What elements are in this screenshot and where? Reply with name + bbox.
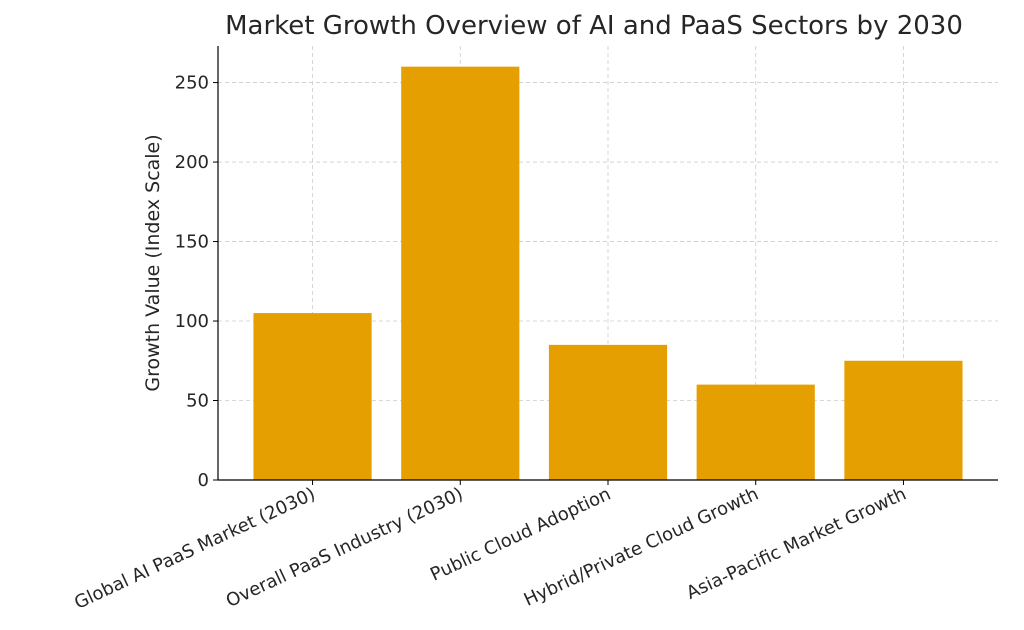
bar bbox=[548, 344, 668, 480]
y-tick-label: 250 bbox=[175, 73, 209, 94]
y-tick-label: 0 bbox=[198, 470, 209, 491]
bar bbox=[401, 66, 520, 481]
x-tick-label: Global AI PaaS Market (2030) bbox=[71, 483, 318, 613]
y-tick-label: 50 bbox=[186, 391, 209, 412]
y-tick-label: 100 bbox=[175, 311, 209, 332]
y-tick-label: 200 bbox=[175, 152, 209, 173]
bar bbox=[696, 384, 815, 480]
x-tick-label: Hybrid/Private Cloud Growth bbox=[521, 483, 762, 610]
bar bbox=[253, 313, 372, 480]
y-axis-label: Growth Value (Index Scale) bbox=[142, 134, 164, 391]
bars bbox=[253, 66, 963, 481]
bar bbox=[844, 360, 963, 480]
chart-title: Market Growth Overview of AI and PaaS Se… bbox=[225, 11, 963, 41]
y-tick-label: 150 bbox=[175, 232, 209, 253]
x-tick-label: Overall PaaS Industry (2030) bbox=[223, 483, 467, 611]
